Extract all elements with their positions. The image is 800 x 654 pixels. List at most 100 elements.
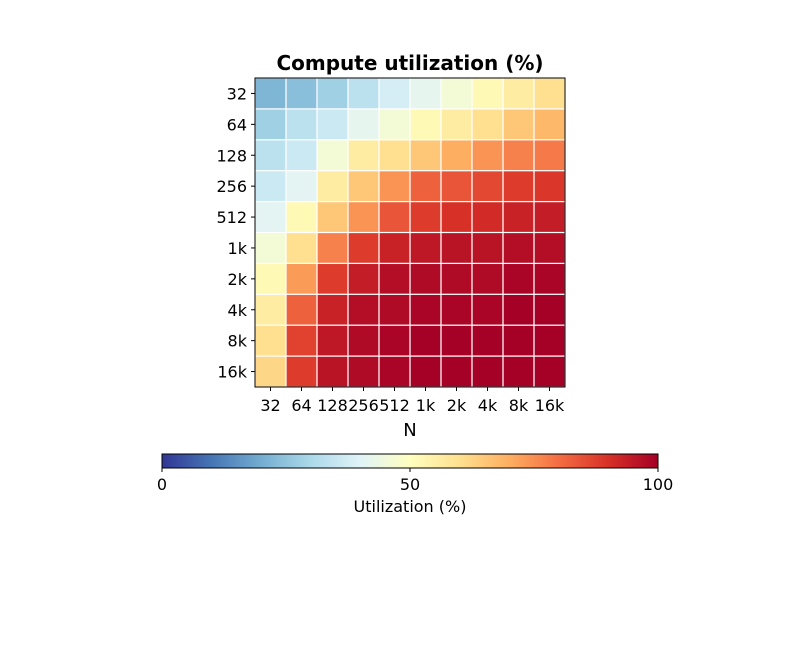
heatmap-cell [255,233,286,263]
heatmap-cell [472,140,503,171]
x-tick-label: 16k [535,396,565,415]
heatmap-cell [534,202,565,232]
y-tick-label: 4k [228,301,248,320]
heatmap-cell [379,202,410,232]
colorbar-tick-label: 50 [400,475,420,494]
heatmap-cell [534,356,565,387]
colorbar-tick-label: 100 [643,475,674,494]
heatmap-cell [348,109,379,140]
y-tick-label: 512 [216,208,247,227]
y-tick-label: 256 [216,177,247,196]
heatmap-cell [534,140,565,171]
heatmap-cell [379,356,410,387]
chart-title: Compute utilization (%) [276,51,543,75]
heatmap-cell [379,140,410,171]
heatmap-cell [255,78,286,109]
heatmap-cell [441,325,472,356]
heatmap-cell [286,140,317,171]
heatmap-cell [534,325,565,356]
heatmap-cell [472,356,503,387]
heatmap-cell [441,109,472,140]
y-tick-label: 128 [216,146,247,165]
heatmap-cell [255,140,286,171]
heatmap-cell [255,171,286,201]
heatmap-cell [441,78,472,109]
y-tick-label: 2k [228,270,248,289]
heatmap-cell [255,202,286,232]
heatmap-cell [441,264,472,294]
plot-frame [254,77,566,388]
y-tick-label: 32 [227,84,247,103]
heatmap-cell [286,109,317,140]
y-tick-label: 64 [227,115,247,134]
heatmap-cell [503,202,534,232]
heatmap-cell [410,171,441,201]
heatmap-cell [317,233,348,263]
heatmap-cell [286,202,317,232]
heatmap-cell [472,78,503,109]
heatmap-cell [317,140,348,171]
heatmap-cell [503,325,534,356]
heatmap-cell [534,294,565,325]
heatmap-cell [348,325,379,356]
heatmap-cell [348,140,379,171]
heatmap-cell [255,294,286,325]
heatmap-cell [317,171,348,201]
x-tick-label: 1k [416,396,436,415]
heatmap-cell [348,78,379,109]
heatmap-cell [410,202,441,232]
heatmap-cell [410,264,441,294]
x-tick-label: 64 [291,396,311,415]
x-tick-label: 128 [317,396,348,415]
x-axis-label: N [403,420,416,441]
heatmap-cell [379,233,410,263]
heatmap-cell [534,264,565,294]
heatmap-cell [379,325,410,356]
heatmap-cell [317,202,348,232]
heatmap-cell [379,294,410,325]
heatmap-cell [286,356,317,387]
heatmap-cell [441,171,472,201]
heatmap-cell [503,294,534,325]
heatmap-cell [379,171,410,201]
heatmap-cell [255,264,286,294]
heatmap-cell [379,109,410,140]
heatmap-cell [348,264,379,294]
heatmap-cell [317,78,348,109]
heatmap-cell [410,294,441,325]
heatmap-cell [255,325,286,356]
heatmap-cell [348,356,379,387]
heatmap-cell [472,109,503,140]
heatmap-cell [534,233,565,263]
x-tick-label: 2k [447,396,467,415]
heatmap-cell [472,325,503,356]
colorbar-label: Utilization (%) [354,497,467,516]
heatmap-cell [348,233,379,263]
heatmap-cell [441,233,472,263]
heatmap-cell [472,233,503,263]
heatmap-cell [441,356,472,387]
y-tick-label: 1k [228,239,248,258]
heatmap-cell [472,294,503,325]
heatmap-cell [348,202,379,232]
heatmap-cell [317,325,348,356]
heatmap-cell [472,171,503,201]
heatmap-cell [503,171,534,201]
heatmap-cell [441,140,472,171]
heatmap-cell [379,264,410,294]
x-tick-label: 8k [509,396,529,415]
heatmap-cell [317,356,348,387]
heatmap-cell [286,78,317,109]
heatmap-cell [410,78,441,109]
heatmap-cell [503,140,534,171]
heatmap-cell [503,356,534,387]
colorbar [161,453,659,469]
heatmap-cell [534,171,565,201]
heatmap-cell [286,171,317,201]
heatmap-cell [472,264,503,294]
heatmap-cell [317,294,348,325]
heatmap-cell [317,264,348,294]
x-tick-label: 32 [260,396,280,415]
